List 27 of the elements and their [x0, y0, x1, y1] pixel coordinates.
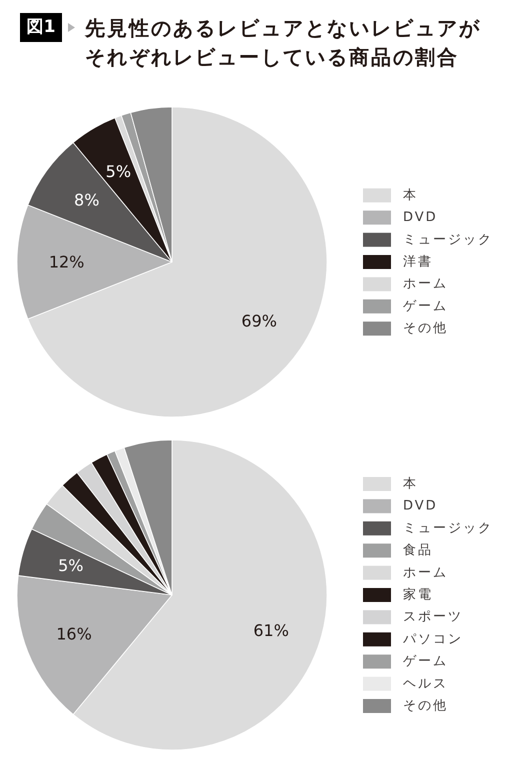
legend-label: スポーツ	[403, 610, 463, 625]
legend-label: DVD	[403, 210, 438, 226]
chart-title: 先見性のあるレビュアとないレビュアがそれぞれレビューしている商品の割合	[85, 15, 482, 71]
data-label: 5%	[106, 162, 132, 181]
legend-label: その他	[403, 321, 448, 336]
legend-label: ホーム	[403, 276, 448, 292]
data-label: 69%	[241, 312, 277, 331]
legend-label: 本	[403, 188, 418, 203]
legend-label: ホーム	[403, 565, 448, 580]
data-label: 8%	[74, 190, 100, 210]
legend-label: ミュージック	[403, 232, 493, 248]
legend-label: ゲーム	[403, 298, 448, 314]
legend-label: ゲーム	[403, 654, 448, 670]
legend-label: 洋書	[403, 254, 433, 270]
legend-label: 家電	[403, 586, 433, 602]
legend-label: ヘルス	[403, 676, 448, 692]
data-label: 16%	[56, 624, 92, 644]
data-label: 5%	[58, 556, 84, 576]
legend-label: 食品	[403, 543, 433, 558]
legend-label: その他	[403, 698, 448, 714]
legend-label: 本	[403, 476, 418, 492]
data-label: 12%	[48, 252, 84, 272]
legend-label: ミュージック	[403, 520, 493, 536]
legend-label: DVD	[403, 498, 438, 514]
data-label: 61%	[253, 621, 289, 640]
legend-label: パソコン	[402, 632, 463, 647]
caption: 図1	[20, 13, 62, 42]
